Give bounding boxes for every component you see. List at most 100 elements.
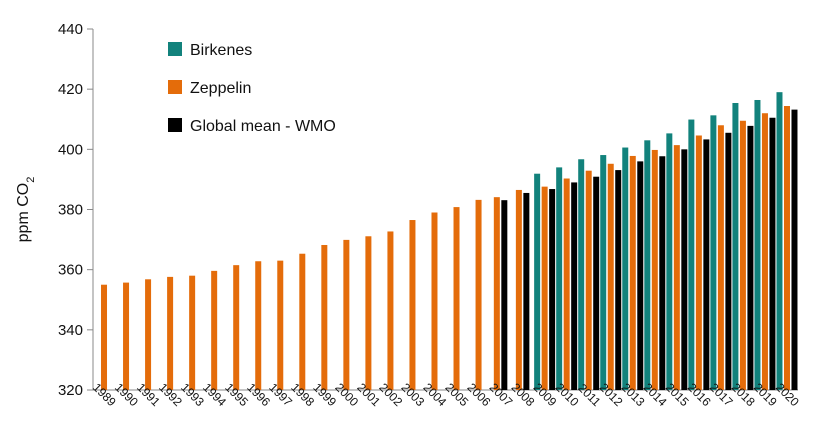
bar-zeppelin-2005 [453, 207, 460, 390]
x-tick-label: 2010 [553, 380, 582, 409]
x-tick-label: 1993 [178, 380, 207, 409]
legend-label-global-mean-wmo: Global mean - WMO [190, 118, 336, 135]
bar-zeppelin-1998 [299, 253, 306, 390]
bar-zeppelin-2016 [695, 135, 702, 390]
x-tick-label: 2004 [420, 380, 449, 409]
bar-zeppelin-2012 [607, 163, 614, 390]
bar-zeppelin-2017 [717, 125, 724, 391]
x-tick-label: 2013 [619, 380, 648, 409]
legend-swatch-birkenes [168, 42, 182, 56]
bar-zeppelin-2015 [673, 145, 680, 390]
bar-global-mean-wmo-2008 [523, 192, 530, 390]
x-tick-label: 1995 [222, 380, 251, 409]
bar-global-mean-wmo-2010 [571, 182, 578, 390]
bar-zeppelin-2011 [585, 170, 592, 390]
bar-zeppelin-2009 [541, 186, 548, 390]
bar-birkenes-2018 [732, 103, 739, 390]
bar-zeppelin-2013 [629, 155, 636, 390]
x-tick-label: 1989 [90, 380, 119, 409]
bar-zeppelin-2001 [365, 236, 372, 390]
bar-zeppelin-2019 [761, 113, 768, 390]
bar-global-mean-wmo-2016 [703, 139, 710, 390]
bar-birkenes-2014 [644, 140, 651, 390]
bar-zeppelin-1993 [189, 275, 196, 390]
y-tick-label: 440 [58, 21, 83, 38]
x-tick-label: 2006 [465, 380, 494, 409]
bar-birkenes-2020 [776, 92, 783, 391]
bar-global-mean-wmo-2007 [501, 200, 508, 390]
bar-birkenes-2017 [710, 115, 717, 390]
x-tick-label: 1994 [200, 380, 229, 409]
bar-zeppelin-2000 [343, 239, 350, 390]
bar-zeppelin-2010 [563, 178, 570, 390]
y-axis-title-subscript: 2 [25, 177, 37, 183]
bar-global-mean-wmo-2018 [747, 125, 754, 390]
bar-birkenes-2009 [534, 173, 541, 390]
bar-zeppelin-2020 [783, 106, 790, 390]
x-tick-label: 2001 [354, 380, 383, 409]
x-tick-label: 2019 [751, 380, 780, 409]
bar-zeppelin-2002 [387, 231, 394, 390]
x-tick-label: 2018 [729, 380, 758, 409]
x-tick-label: 2009 [531, 380, 560, 409]
bar-global-mean-wmo-2019 [769, 117, 776, 390]
bar-global-mean-wmo-2013 [637, 161, 644, 390]
bar-birkenes-2011 [578, 159, 585, 390]
bar-zeppelin-1995 [233, 265, 240, 390]
x-tick-label: 2002 [376, 380, 405, 409]
y-axis-title: ppm CO2 [15, 177, 37, 243]
bar-zeppelin-1999 [321, 244, 328, 390]
bar-zeppelin-2018 [739, 120, 746, 391]
bar-global-mean-wmo-2012 [615, 170, 622, 390]
x-tick-label: 2015 [663, 380, 692, 409]
bar-global-mean-wmo-2015 [681, 149, 688, 390]
bar-zeppelin-2003 [409, 220, 416, 390]
x-tick-label: 1996 [244, 380, 273, 409]
legend-label-birkenes: Birkenes [190, 42, 252, 59]
y-tick-label: 420 [58, 81, 83, 98]
x-tick-label: 1997 [266, 380, 295, 409]
x-tick-label: 1992 [156, 380, 185, 409]
bar-zeppelin-2006 [475, 199, 482, 390]
y-axis-title-main: ppm CO [15, 183, 32, 243]
bar-birkenes-2015 [666, 133, 673, 390]
y-tick-label: 400 [58, 141, 83, 158]
y-tick-label: 320 [58, 382, 83, 399]
bar-birkenes-2019 [754, 99, 761, 390]
y-tick-label: 360 [58, 262, 83, 279]
x-tick-label: 2000 [332, 380, 361, 409]
legend-swatch-zeppelin [168, 80, 182, 94]
legend-label-zeppelin: Zeppelin [190, 80, 251, 97]
bar-zeppelin-1997 [277, 260, 284, 390]
x-tick-label: 2012 [597, 380, 626, 409]
x-tick-label: 1999 [310, 380, 339, 409]
bar-zeppelin-1991 [145, 279, 152, 390]
x-tick-label: 2003 [398, 380, 427, 409]
bar-zeppelin-1994 [211, 270, 218, 390]
y-tick-label: 380 [58, 202, 83, 219]
x-tick-label: 1990 [112, 380, 141, 409]
x-tick-label: 2011 [575, 381, 603, 409]
x-tick-label: 2008 [509, 380, 538, 409]
bar-global-mean-wmo-2014 [659, 156, 666, 390]
bar-birkenes-2016 [688, 119, 695, 390]
x-tick-label: 2016 [685, 380, 714, 409]
legend-swatch-global-mean-wmo [168, 118, 182, 132]
bar-zeppelin-1992 [167, 276, 174, 390]
bar-birkenes-2010 [556, 167, 563, 390]
bar-zeppelin-2004 [431, 212, 438, 390]
bar-birkenes-2013 [622, 147, 629, 390]
bar-zeppelin-2007 [493, 197, 500, 390]
x-tick-label: 2014 [641, 380, 670, 409]
y-tick-label: 340 [58, 322, 83, 339]
bar-zeppelin-2014 [651, 149, 658, 390]
bar-zeppelin-1990 [123, 282, 130, 390]
bar-zeppelin-1996 [255, 261, 262, 390]
bar-global-mean-wmo-2017 [725, 132, 732, 390]
x-tick-label: 2007 [487, 380, 516, 409]
bar-zeppelin-2008 [515, 189, 522, 390]
x-tick-label: 2005 [443, 380, 472, 409]
bar-global-mean-wmo-2009 [549, 189, 556, 390]
